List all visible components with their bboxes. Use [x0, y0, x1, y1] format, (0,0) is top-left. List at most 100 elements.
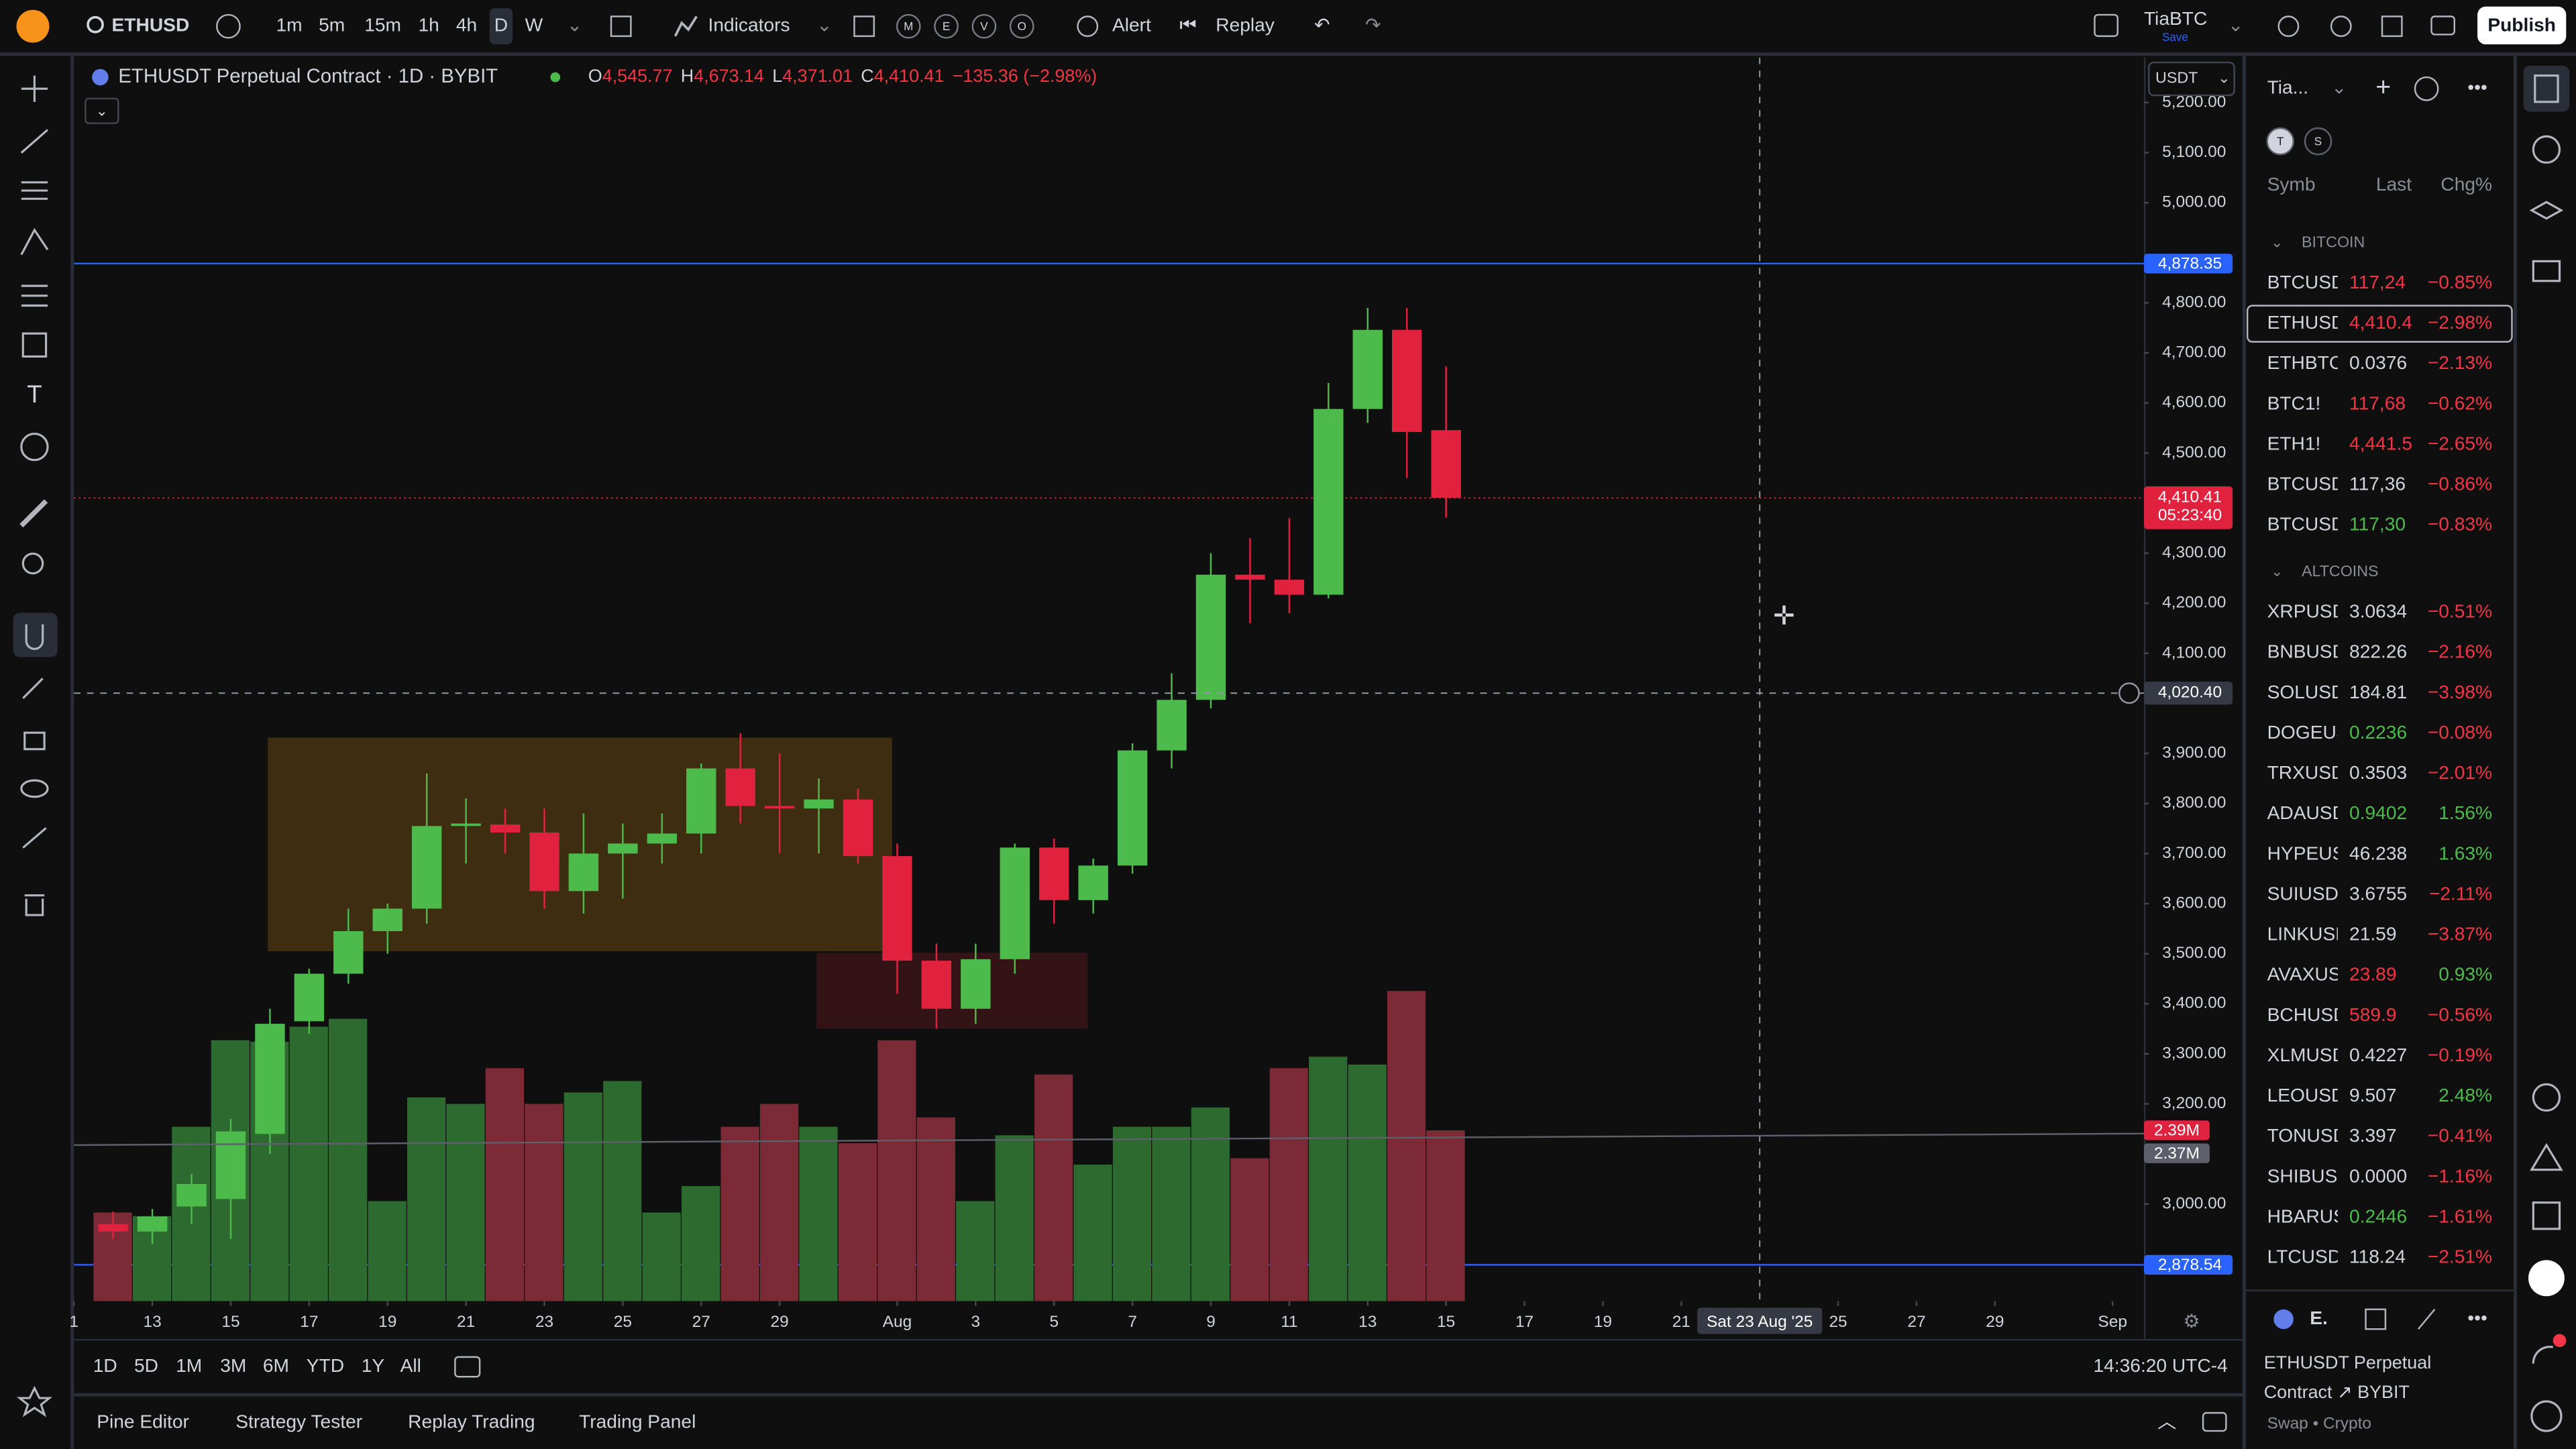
symbol-search[interactable]: ETHUSD [112, 15, 190, 36]
icons-tool[interactable] [20, 432, 49, 462]
chart-type-button[interactable] [610, 15, 632, 38]
fib-tool[interactable] [21, 181, 48, 200]
row-symbol[interactable]: AVAXUSD [2267, 964, 2355, 985]
layout-button[interactable]: V [980, 19, 988, 33]
range-button[interactable]: 3M [220, 1355, 246, 1376]
magnet-tool[interactable] [25, 624, 44, 650]
row-symbol[interactable]: LINKUSD [2267, 924, 2349, 945]
layout-button-ring[interactable] [896, 13, 921, 39]
row-symbol[interactable]: HYPEUSD [2267, 843, 2359, 863]
screener-tab[interactable] [2532, 1083, 2561, 1112]
layout-button[interactable]: M [904, 19, 913, 33]
add-alert-button[interactable] [2118, 682, 2140, 704]
pattern-tool[interactable] [20, 227, 49, 256]
news-tab[interactable] [2532, 1346, 2554, 1364]
watchlist-name[interactable]: Tia... [2267, 77, 2309, 98]
trend-line-tool[interactable] [20, 129, 49, 154]
help-tab[interactable] [2530, 1400, 2563, 1432]
range-button[interactable]: 1M [176, 1355, 202, 1376]
interval-button[interactable]: W [525, 15, 543, 36]
range-button[interactable]: YTD [307, 1355, 344, 1376]
row-symbol[interactable]: TONUSD [2267, 1125, 2347, 1146]
interval-button[interactable]: 1m [276, 15, 302, 36]
range-button[interactable]: All [400, 1355, 421, 1376]
column-header[interactable]: Symb [2267, 174, 2316, 195]
lock-tool[interactable] [23, 731, 46, 751]
alert-button[interactable]: Alert [1112, 15, 1151, 36]
publish-button-bg[interactable] [2477, 6, 2567, 45]
group-name[interactable]: ALTCOINS [2302, 562, 2379, 580]
link-tool[interactable] [22, 827, 47, 849]
row-symbol[interactable]: XRPUSD [2267, 601, 2346, 622]
row-symbol[interactable]: ETH1! [2267, 433, 2321, 453]
text-tool[interactable]: T [27, 380, 42, 408]
watchlist-menu[interactable]: ⌄ [2331, 77, 2347, 98]
range-button[interactable]: 6M [263, 1355, 289, 1376]
currency-button[interactable] [2148, 61, 2235, 97]
row-symbol[interactable]: ADAUSD [2267, 802, 2346, 823]
group-toggle[interactable]: ⌄ [2271, 233, 2283, 250]
collapse-panel[interactable]: ︿ [2157, 1411, 2176, 1432]
bottom-tab[interactable]: Strategy Tester [235, 1411, 362, 1432]
row-symbol[interactable]: XLMUSD [2267, 1044, 2346, 1065]
layout-button-ring[interactable] [971, 13, 997, 39]
watchlist-tab[interactable] [2534, 74, 2559, 103]
redo-button[interactable]: ↷ [1365, 15, 1381, 36]
publish-button[interactable]: Publish [2487, 15, 2556, 36]
interval-button[interactable]: 1h [419, 15, 439, 36]
interval-button[interactable]: 4h [456, 15, 477, 36]
crosshair-tool[interactable] [21, 75, 48, 102]
flag-ring[interactable] [2266, 127, 2294, 156]
flag-label[interactable]: T [2277, 134, 2284, 148]
row-symbol[interactable]: SHIBUSD [2267, 1165, 2351, 1186]
templates-button[interactable] [853, 15, 875, 38]
indicators-button[interactable]: Indicators [708, 15, 790, 36]
bottom-tab[interactable]: Pine Editor [97, 1411, 189, 1432]
interval-button[interactable]: 5m [319, 15, 345, 36]
indicators-menu[interactable]: ⌄ [816, 15, 833, 36]
date-range-button[interactable] [454, 1356, 481, 1378]
row-symbol[interactable]: TRXUSD [2267, 762, 2345, 783]
advanced-view[interactable] [2414, 76, 2439, 101]
details-more[interactable]: ••• [2467, 1307, 2487, 1328]
row-symbol[interactable]: BCHUSD [2267, 1004, 2347, 1025]
row-symbol[interactable]: LEOUSD [2267, 1085, 2345, 1106]
layout-button[interactable]: E [943, 19, 950, 33]
more-options[interactable]: ••• [2467, 77, 2487, 98]
row-symbol[interactable]: ETHBTC [2267, 352, 2343, 373]
row-symbol[interactable]: HBARUSD [2267, 1205, 2360, 1226]
range-button[interactable]: 1Y [362, 1355, 385, 1376]
hide-tool[interactable] [20, 779, 49, 798]
shapes-tool[interactable] [21, 332, 48, 358]
axis-settings[interactable]: ⚙ [2183, 1311, 2200, 1332]
interval-button[interactable]: D [494, 15, 508, 36]
favorites-tool[interactable] [16, 1385, 53, 1417]
calendar-tab[interactable] [2532, 1201, 2561, 1230]
bottom-tab[interactable]: Replay Trading [408, 1411, 535, 1432]
replay-button[interactable]: Replay [1216, 15, 1275, 36]
row-symbol[interactable]: SOLUSD [2267, 682, 2345, 702]
range-button[interactable]: 5D [134, 1355, 158, 1376]
column-header[interactable]: Chg% [2440, 174, 2492, 195]
row-symbol[interactable]: DOGEUSD [2267, 722, 2363, 743]
details-layout[interactable] [2365, 1308, 2387, 1330]
details-edit[interactable] [2417, 1309, 2436, 1330]
snapshot-button[interactable] [2430, 15, 2455, 36]
compare-button[interactable] [216, 13, 241, 39]
chats-tab[interactable] [2532, 260, 2561, 282]
zoom-tool[interactable] [21, 552, 44, 575]
row-symbol[interactable]: LTCUSD [2267, 1246, 2342, 1267]
row-symbol[interactable]: BTC1! [2267, 392, 2321, 413]
row-symbol[interactable]: BTCUSD [2267, 514, 2345, 535]
row-symbol[interactable]: BTCUSD [2267, 473, 2345, 494]
group-toggle[interactable]: ⌄ [2271, 563, 2283, 580]
stay-drawing-tool[interactable] [22, 678, 44, 699]
legend-collapse[interactable] [85, 97, 119, 124]
interval-button[interactable]: 15m [364, 15, 401, 36]
column-header[interactable]: Last [2376, 174, 2412, 195]
flag-label[interactable]: S [2314, 134, 2322, 148]
interval-menu[interactable]: ⌄ [567, 15, 583, 36]
bottom-tab[interactable]: Trading Panel [579, 1411, 696, 1432]
row-symbol[interactable]: BTCUSD [2267, 272, 2345, 292]
object-tree-tab[interactable] [2529, 201, 2564, 220]
